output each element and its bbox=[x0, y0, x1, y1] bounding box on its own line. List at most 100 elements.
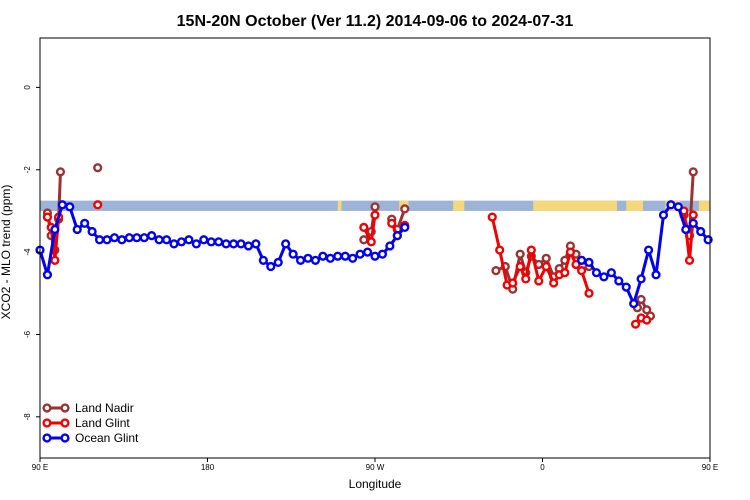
land-glint-point bbox=[630, 319, 641, 329]
ocean-glint-point bbox=[94, 235, 105, 245]
ocean-glint-point bbox=[161, 235, 172, 245]
x-tick-label: 0 bbox=[540, 463, 545, 472]
ocean-glint-point bbox=[132, 233, 142, 243]
ocean-glint-point bbox=[606, 268, 616, 278]
ocean-glint-point bbox=[154, 235, 164, 245]
ocean-glint-point bbox=[221, 239, 231, 249]
x-axis: 90 E 180 90 W 0 90 E bbox=[32, 458, 718, 472]
y-tick-label: 0 bbox=[23, 85, 32, 90]
ocean-glint-point bbox=[703, 235, 713, 245]
ocean-glint-point bbox=[124, 233, 134, 243]
ocean-glint-point bbox=[370, 251, 380, 261]
land-segment bbox=[533, 200, 617, 211]
land-nadir-point bbox=[370, 202, 380, 212]
ocean-glint-point bbox=[281, 239, 291, 249]
land-glint-point bbox=[359, 222, 369, 233]
land-glint-point bbox=[642, 315, 652, 325]
legend-swatch-point bbox=[60, 433, 70, 443]
ocean-glint-point bbox=[362, 247, 373, 257]
land-nadir-point bbox=[400, 204, 410, 214]
land-glint-point bbox=[370, 210, 380, 220]
ocean-glint-point bbox=[117, 235, 127, 245]
ocean-glint-point bbox=[348, 253, 358, 263]
ocean-glint-point bbox=[599, 272, 609, 282]
ocean-glint-point bbox=[666, 200, 676, 210]
ocean-glint-point bbox=[199, 235, 209, 245]
land-glint-point bbox=[560, 268, 570, 278]
legend-item-land-glint: Land Glint bbox=[42, 416, 130, 430]
ocean-glint-point bbox=[251, 239, 261, 249]
ocean-glint-point bbox=[696, 226, 706, 237]
ocean-glint-point bbox=[72, 224, 82, 235]
land-glint-point bbox=[688, 210, 698, 220]
land-segment bbox=[626, 200, 643, 211]
ocean-glint-point bbox=[228, 239, 239, 249]
land-nadir-point bbox=[491, 266, 501, 276]
land-nadir-point bbox=[359, 235, 369, 245]
plot-frame bbox=[39, 37, 711, 459]
y-tick-label: -2 bbox=[23, 166, 32, 174]
y-axis: 0 -2 -4 -6 -8 bbox=[23, 85, 40, 421]
ocean-glint-point bbox=[333, 251, 343, 261]
ocean-glint-point bbox=[688, 218, 698, 228]
ocean-glint-point bbox=[243, 241, 254, 251]
land-nadir-point bbox=[688, 167, 698, 177]
ocean-glint-point bbox=[629, 298, 639, 309]
land-glint-point bbox=[541, 261, 551, 272]
ocean-glint-point bbox=[288, 249, 298, 259]
ocean-glint-point bbox=[147, 231, 157, 241]
ocean-glint-point bbox=[318, 251, 328, 261]
ocean-glint-point bbox=[65, 202, 75, 212]
ocean-glint-point bbox=[50, 224, 60, 235]
ocean-glint-point bbox=[214, 237, 224, 247]
ocean-glint-point bbox=[169, 239, 179, 249]
ocean-glint-point bbox=[139, 233, 149, 243]
land-segment bbox=[453, 200, 465, 211]
land-glint-point bbox=[565, 247, 576, 257]
land-nadir-point bbox=[636, 294, 646, 305]
legend-label: Land Nadir bbox=[75, 401, 134, 415]
land-glint-point bbox=[549, 278, 559, 288]
y-axis-label: XCO2 - MLO trend (ppm) bbox=[0, 185, 13, 320]
land-nadir-point bbox=[541, 253, 551, 263]
ocean-glint-point bbox=[385, 241, 395, 251]
land-glint-point bbox=[508, 278, 518, 288]
chart-title: 15N-20N October (Ver 11.2) 2014-09-06 to… bbox=[177, 13, 574, 30]
ocean-glint-point bbox=[310, 255, 321, 265]
ocean-glint-point bbox=[643, 245, 654, 255]
plot-area bbox=[35, 37, 713, 459]
ocean-glint-point bbox=[303, 253, 313, 263]
ocean-glint-point bbox=[681, 224, 691, 235]
land-segment bbox=[337, 200, 342, 211]
legend-label: Land Glint bbox=[75, 416, 130, 430]
legend-item-ocean-glint: Ocean Glint bbox=[42, 431, 139, 445]
ocean-glint-point bbox=[295, 255, 306, 265]
ocean-glint-point bbox=[400, 222, 410, 233]
ocean-glint-point bbox=[621, 282, 631, 292]
land-glint-point bbox=[515, 261, 525, 272]
land-glint-point bbox=[495, 245, 505, 255]
x-tick-label: 90 E bbox=[702, 463, 718, 472]
series-land-glint bbox=[42, 200, 698, 329]
ocean-glint-point bbox=[325, 253, 335, 263]
x-tick-label: 90 W bbox=[366, 463, 385, 472]
ocean-glint-point bbox=[102, 235, 112, 245]
ocean-glint-point bbox=[591, 268, 602, 278]
ocean-glint-point bbox=[584, 257, 594, 268]
ocean-glint-point bbox=[651, 270, 661, 280]
y-tick-label: -8 bbox=[23, 413, 32, 421]
legend-item-land-nadir: Land Nadir bbox=[42, 401, 134, 415]
land-segment bbox=[698, 200, 710, 211]
ocean-glint-point bbox=[42, 270, 53, 280]
land-nadir-point bbox=[642, 305, 652, 315]
legend-swatch-point bbox=[60, 403, 70, 413]
ocean-glint-point bbox=[392, 231, 402, 241]
ocean-glint-point bbox=[236, 239, 246, 249]
land-glint-point bbox=[366, 237, 376, 247]
legend-swatch-point bbox=[42, 403, 52, 413]
ocean-glint-point bbox=[258, 255, 268, 265]
land-glint-point bbox=[93, 200, 103, 210]
ocean-glint-point bbox=[377, 249, 388, 259]
ocean-glint-point bbox=[176, 237, 187, 247]
